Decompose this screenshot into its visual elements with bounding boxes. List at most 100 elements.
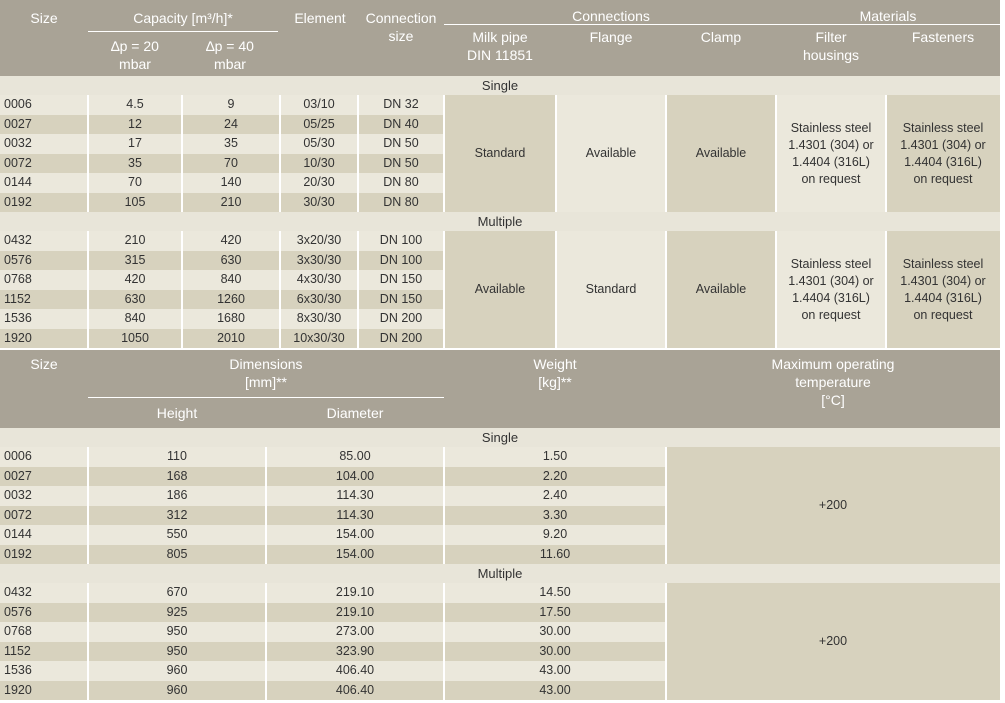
table-cell: 925 [166,604,188,619]
column-divider [181,95,183,212]
column-divider [265,447,267,564]
table-cell: 210 [124,233,146,247]
table-cell: 70 [224,155,238,170]
milk-pipe-cell: Available [444,231,556,348]
table-row [0,505,666,525]
table-cell: 05/25 [303,116,335,131]
table-cell: 0144 [4,527,32,541]
table-cell: 0032 [4,136,32,150]
table-cell: 154.00 [335,527,375,541]
table-cell: DN 100 [379,252,423,267]
t2-header-dimensions: Dimensions [mm]** [229,356,303,390]
table-cell: 315 [124,252,146,267]
table-cell: 219.10 [335,604,375,619]
column-divider [87,447,89,564]
column-divider [885,95,887,212]
table-cell: DN 40 [383,116,419,131]
t2-header-height: Height [156,405,198,421]
table-row [0,114,444,134]
t1-capacity-underline [88,31,278,32]
fasteners-cell: Stainless steel 1.4301 (304) or 1.4404 (… [886,95,1000,212]
table-row [0,192,444,212]
table-cell: 0768 [4,624,32,638]
column-divider [775,231,777,348]
t1-header-element: Element [294,10,346,26]
t1-header-connections: Connections [572,8,650,24]
clamp-cell: Available [666,231,776,348]
column-divider [443,447,445,564]
table-cell: 70 [128,175,142,189]
table-cell: 4.5 [126,97,144,111]
column-divider [279,95,281,212]
flange-cell: Standard [556,231,666,348]
table-row [0,486,666,506]
table-row [0,250,444,270]
group-label: Multiple [0,564,1000,583]
table-cell: 1920 [4,330,32,345]
table-row [0,544,666,564]
t1-header-clamp: Clamp [700,29,742,45]
table-cell: 105 [124,194,146,209]
t1-header-dp40: ∆p = 40 mbar [206,38,254,72]
column-divider [357,95,359,212]
column-divider [443,231,445,348]
table-cell: DN 100 [379,233,423,247]
table-cell: 840 [124,311,146,325]
fasteners-cell: Stainless steel 1.4301 (304) or 1.4404 (… [886,231,1000,348]
column-divider [357,231,359,348]
table-row [0,680,666,700]
column-divider [665,95,667,212]
table-cell: 30/30 [303,194,335,209]
table-cell: 630 [220,252,242,267]
table-row [0,641,666,661]
column-divider [665,583,667,700]
filter-housings-cell: Stainless steel 1.4301 (304) or 1.4404 (… [776,95,886,212]
t2-header-diameter: Diameter [326,405,384,421]
table-cell: 30.00 [539,643,571,658]
table-cell: DN 80 [383,175,419,189]
table-cell: 1050 [121,330,149,345]
t2-header-weight: Weight [kg]** [533,356,577,390]
table-cell: 670 [166,585,188,599]
table-cell: 104.00 [335,468,375,483]
t1-connection-underline [444,24,1000,25]
t1-header-milk-pipe: Milk pipe DIN 11851 [467,29,533,63]
table-cell: DN 32 [383,97,419,111]
column-divider [555,95,557,212]
t2-header-max-temp: Maximum operating temperature [°C] [771,356,895,408]
table-row [0,602,666,622]
milk-pipe-cell: Standard [444,95,556,212]
table-cell: 9.20 [542,527,568,541]
table-cell: 168 [166,468,188,483]
filter-housings-cell: Stainless steel 1.4301 (304) or 1.4404 (… [776,231,886,348]
table-cell: 10/30 [303,155,335,170]
table-row [0,173,444,193]
table-cell: 0032 [4,488,32,502]
table-cell: 1920 [4,682,32,697]
column-divider [181,231,183,348]
group-label: Single [0,428,1000,447]
table-cell: 323.90 [335,643,375,658]
table-row [0,447,666,467]
column-divider [555,231,557,348]
table-cell: 3x20/30 [296,233,342,247]
table-cell: 840 [220,272,242,286]
table-cell: 950 [166,643,188,658]
table-cell: 550 [166,527,188,541]
table-row [0,95,444,115]
table-cell: 6x30/30 [296,291,342,306]
table-cell: 8x30/30 [296,311,342,325]
table-cell: DN 50 [383,155,419,170]
table-cell: 3x30/30 [296,252,342,267]
table-cell: DN 80 [383,194,419,209]
table2-header [0,350,1000,428]
column-divider [885,231,887,348]
table-cell: 406.40 [335,682,375,697]
table-cell: 312 [166,507,188,522]
column-divider [87,95,89,212]
max-temp-cell: +200 [666,447,1000,564]
table-cell: 0072 [4,507,32,522]
table-cell: 0576 [4,252,32,267]
table-cell: 0768 [4,272,32,286]
table-cell: 17 [128,136,142,150]
